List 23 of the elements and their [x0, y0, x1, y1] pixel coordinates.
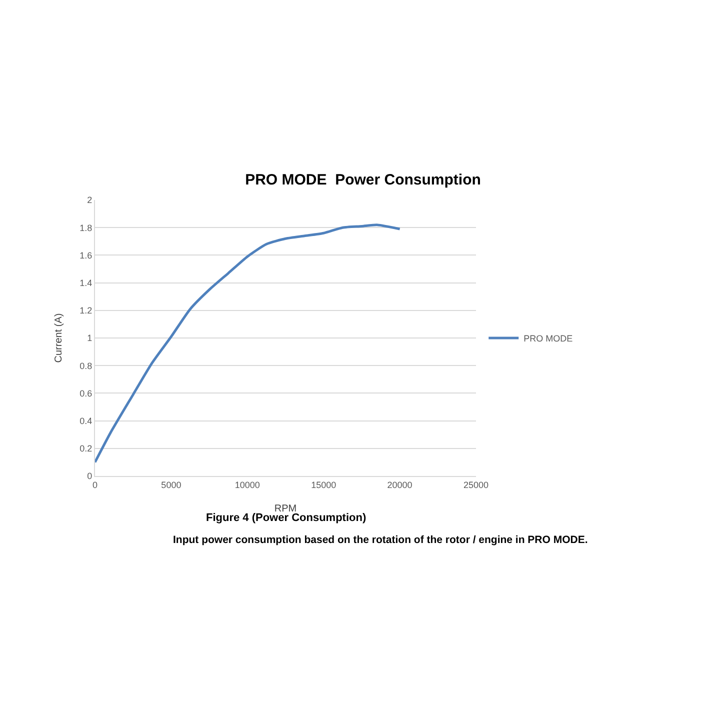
- y-tick-label: 0.2: [80, 444, 92, 454]
- y-tick-label: 1: [87, 333, 92, 344]
- y-tick-label: 1.6: [80, 250, 92, 260]
- chart-title: PRO MODE Power Consumption: [245, 172, 481, 189]
- y-tick-label: 2: [87, 195, 92, 206]
- y-tick-label: 1.2: [80, 306, 92, 316]
- x-axis-title: RPM: [274, 503, 297, 514]
- x-tick-label: 10000: [234, 480, 260, 490]
- y-tick-label: 1.4: [80, 278, 92, 288]
- x-tick-label: 20000: [387, 480, 412, 490]
- y-tick-label: 0.6: [80, 388, 92, 398]
- y-tick-label: 0.4: [80, 416, 92, 426]
- x-tick-label: 15000: [311, 480, 336, 490]
- y-tick-label: 0.8: [80, 360, 92, 371]
- x-tick-label: 5000: [161, 480, 182, 490]
- text: Input power consumption based on the rotation of the rotor / engine in PRO MODE.: [173, 534, 588, 546]
- y-tick-label: 0: [87, 471, 92, 482]
- legend-label: PRO MODE: [524, 334, 573, 344]
- caption: Figure 4 (Power Consumption): [206, 512, 366, 524]
- y-axis-title: Current (A): [54, 313, 65, 363]
- line-series: [95, 224, 402, 464]
- y-tick-label: 1.8: [80, 222, 92, 233]
- x-tick-label: 25000: [463, 480, 489, 490]
